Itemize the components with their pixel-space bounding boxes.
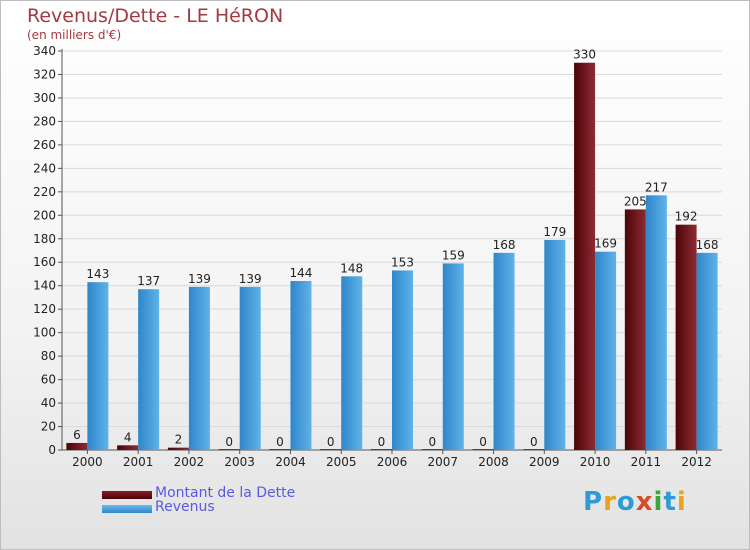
logo-letter: i <box>676 487 687 517</box>
logo-letter: r <box>603 487 617 517</box>
data-label-revenus: 139 <box>239 272 262 286</box>
data-label-dette: 2 <box>175 433 183 447</box>
y-tick-label: 180 <box>33 232 56 246</box>
data-label-revenus: 153 <box>391 255 414 269</box>
bar-revenus <box>341 276 363 450</box>
data-label-revenus: 137 <box>137 274 160 288</box>
x-tick-label: 2008 <box>478 455 509 469</box>
y-tick-label: 20 <box>41 420 56 434</box>
x-tick-label: 2001 <box>123 455 154 469</box>
x-tick-label: 2009 <box>529 455 560 469</box>
data-label-revenus: 148 <box>340 261 363 275</box>
x-tick-label: 2011 <box>631 455 662 469</box>
data-label-dette: 0 <box>276 435 284 449</box>
y-tick-label: 200 <box>33 208 56 222</box>
data-label-dette: 330 <box>573 48 596 62</box>
x-tick-label: 2010 <box>580 455 611 469</box>
data-label-revenus: 143 <box>86 267 109 281</box>
y-tick-label: 260 <box>33 138 56 152</box>
data-label-revenus: 169 <box>594 237 617 251</box>
data-label-dette: 0 <box>225 435 233 449</box>
bar-revenus <box>87 282 109 450</box>
x-tick-label: 2007 <box>427 455 458 469</box>
y-tick-label: 220 <box>33 185 56 199</box>
y-tick-label: 320 <box>33 67 56 81</box>
bar-dette-baseline <box>421 449 443 450</box>
bar-dette <box>624 209 646 450</box>
bar-dette <box>574 62 596 451</box>
x-tick-label: 2003 <box>224 455 255 469</box>
bar-dette-baseline <box>320 449 342 450</box>
data-label-dette: 192 <box>675 210 698 224</box>
chart-subtitle: (en milliers d'€) <box>27 28 122 42</box>
legend-swatch-dette <box>102 491 152 499</box>
data-label-dette: 0 <box>378 435 386 449</box>
bar-revenus <box>442 263 464 450</box>
bar-dette <box>675 224 697 450</box>
x-tick-label: 2004 <box>275 455 306 469</box>
x-tick-label: 2005 <box>326 455 357 469</box>
data-label-dette: 0 <box>530 435 538 449</box>
y-tick-label: 240 <box>33 161 56 175</box>
y-tick-label: 280 <box>33 114 56 128</box>
bar-dette <box>66 442 88 450</box>
chart-title: Revenus/Dette - LE HéRON <box>27 5 284 27</box>
y-tick-label: 0 <box>48 443 56 457</box>
y-tick-label: 120 <box>33 302 56 316</box>
data-label-dette: 0 <box>479 435 487 449</box>
data-label-dette: 0 <box>428 435 436 449</box>
data-label-dette: 4 <box>124 430 132 444</box>
data-label-revenus: 144 <box>290 266 313 280</box>
bar-revenus <box>290 281 312 450</box>
bar-revenus <box>493 252 515 450</box>
bar-dette <box>117 445 139 450</box>
data-label-revenus: 179 <box>543 225 566 239</box>
y-tick-label: 300 <box>33 91 56 105</box>
bar-revenus <box>595 251 617 450</box>
bar-dette-baseline <box>218 449 240 450</box>
data-label-revenus: 159 <box>442 248 465 262</box>
logo-letter: P <box>583 487 604 517</box>
y-tick-label: 60 <box>41 373 56 387</box>
bar-dette-baseline <box>269 449 291 450</box>
x-tick-label: 2000 <box>72 455 103 469</box>
logo-letter: i <box>653 487 664 517</box>
data-label-revenus: 217 <box>645 180 668 194</box>
bar-dette-baseline <box>371 449 392 450</box>
data-label-dette: 205 <box>624 194 647 208</box>
y-tick-label: 140 <box>33 279 56 293</box>
legend-swatch-revenus <box>102 505 152 513</box>
data-label-dette: 0 <box>327 435 335 449</box>
y-tick-label: 40 <box>41 396 56 410</box>
legend-label-dette: Montant de la Dette <box>155 485 296 501</box>
bar-dette <box>167 447 189 450</box>
proxiti-logo: Proxiti <box>583 487 687 517</box>
bar-revenus <box>645 195 667 450</box>
bar-dette-baseline <box>523 449 545 450</box>
bar-dette-baseline <box>472 449 494 450</box>
logo-letter: t <box>663 487 677 517</box>
data-label-revenus: 168 <box>493 238 516 252</box>
logo-letter: x <box>635 487 654 517</box>
bar-revenus <box>239 286 261 450</box>
bar-revenus <box>138 289 160 450</box>
y-tick-label: 160 <box>33 255 56 269</box>
x-tick-label: 2006 <box>377 455 408 469</box>
bar-revenus <box>696 252 718 450</box>
logo-letter: o <box>616 487 636 517</box>
x-tick-label: 2002 <box>174 455 205 469</box>
data-label-dette: 6 <box>73 428 81 442</box>
bar-revenus <box>392 270 413 450</box>
bar-revenus <box>188 286 210 450</box>
y-tick-label: 100 <box>33 326 56 340</box>
x-tick-label: 2012 <box>681 455 712 469</box>
y-tick-label: 80 <box>41 349 56 363</box>
data-label-revenus: 139 <box>188 272 211 286</box>
bar-revenus <box>544 239 566 450</box>
legend-label-revenus: Revenus <box>155 499 215 515</box>
data-label-revenus: 168 <box>696 238 719 252</box>
y-tick-label: 340 <box>33 44 56 58</box>
